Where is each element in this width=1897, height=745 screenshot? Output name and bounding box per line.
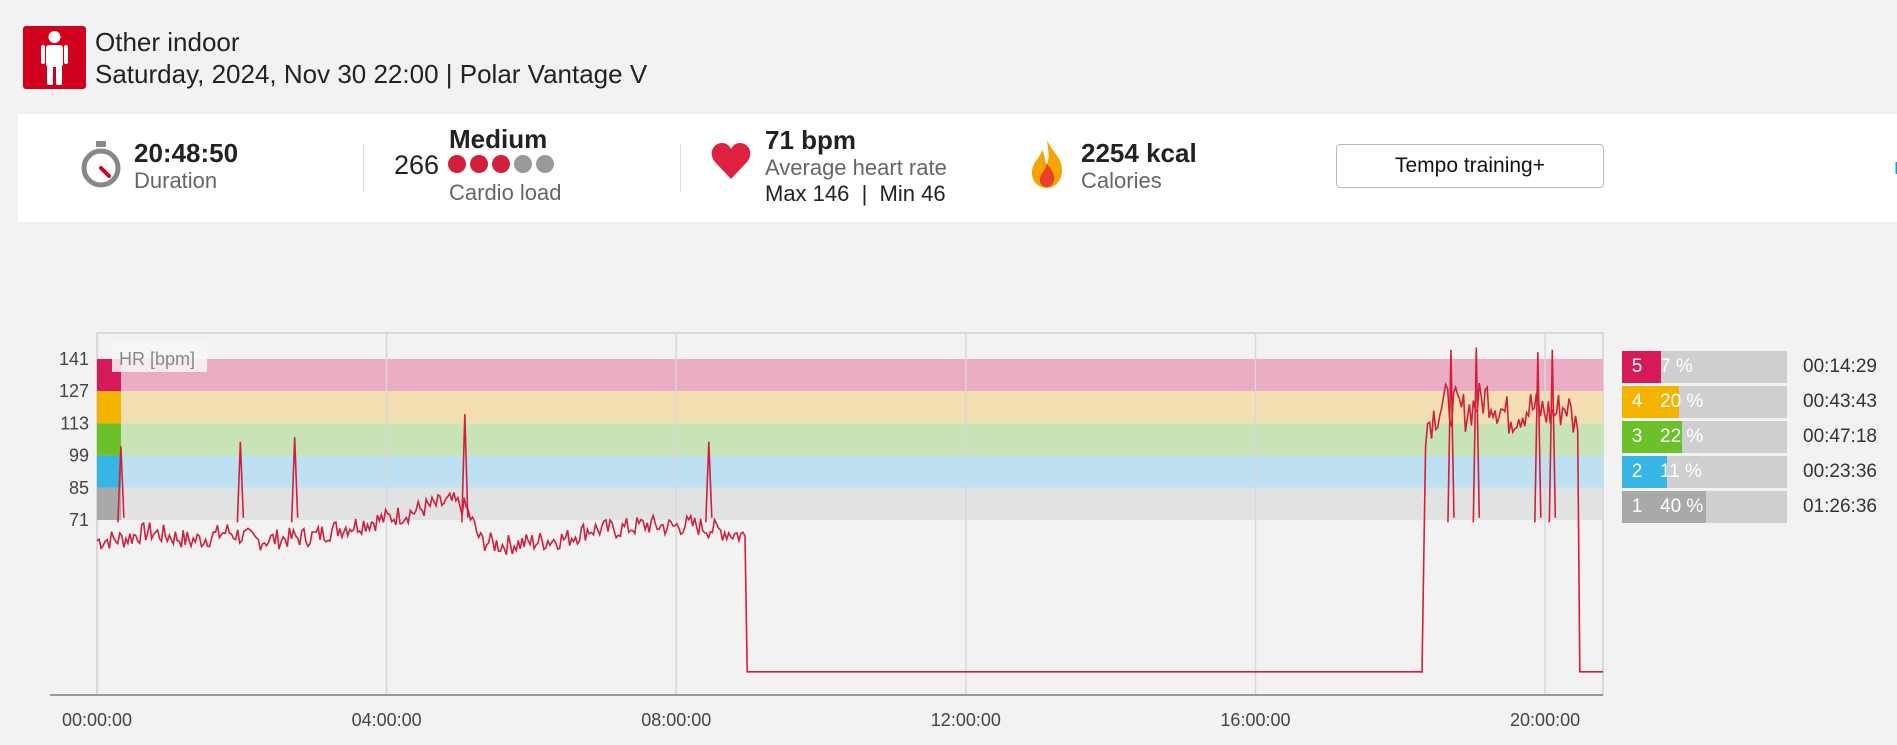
load-dot-filled [492, 155, 510, 173]
x-tick-label: 04:00:00 [352, 710, 422, 730]
cardio-load-level: Medium [449, 124, 548, 154]
zone-band-2 [97, 455, 1603, 488]
cardio-load-dots [448, 155, 558, 173]
zone-band-1 [97, 487, 1603, 520]
zone-time: 01:26:36 [1803, 496, 1877, 517]
zone-marker-2 [97, 455, 121, 488]
hr-spike [1472, 347, 1481, 523]
calories-value: 2254 kcal [1081, 138, 1197, 168]
load-dot-empty [536, 155, 554, 173]
zone-band-4 [97, 391, 1603, 424]
y-tick-label: 127 [59, 381, 89, 401]
avg-hr-value: 71 bpm [765, 125, 857, 155]
divider [680, 144, 681, 192]
zone-percent: 11 % [1660, 461, 1702, 482]
zone-band-5 [97, 359, 1603, 392]
zone-percent: 40 % [1660, 496, 1704, 517]
hr-spike [1548, 349, 1557, 523]
cardio-load-score: 266 [394, 150, 440, 180]
y-tick-label: 71 [69, 510, 89, 530]
avg-hr-label: Average heart rate [765, 155, 947, 180]
y-tick-label: 85 [69, 478, 89, 498]
hr-spike [1447, 349, 1455, 523]
divider [363, 144, 364, 192]
y-tick-label: 99 [69, 446, 89, 466]
zone-percent-bar [1652, 456, 1667, 488]
y-tick-label: 113 [60, 413, 89, 433]
zone-marker-3 [97, 423, 121, 456]
zone-time: 00:23:36 [1803, 461, 1877, 482]
sport-icon [23, 26, 86, 89]
stopwatch-icon [81, 141, 121, 188]
more-link[interactable]: m [1894, 154, 1897, 180]
zone-percent-bar [1652, 386, 1679, 418]
x-tick-label: 16:00:00 [1220, 710, 1290, 730]
zone-percent-bar [1652, 421, 1682, 453]
zone-row-3: 3 22 % [1622, 421, 1787, 453]
zone-row-2: 2 11 % [1622, 456, 1787, 488]
zone-percent-bar [1652, 351, 1662, 383]
zone-number: 4 [1622, 386, 1652, 418]
hr-spike [290, 437, 299, 523]
x-tick-label: 08:00:00 [641, 710, 711, 730]
y-tick-label: 141 [59, 349, 89, 369]
load-dot-empty [514, 155, 532, 173]
zone-number: 5 [1622, 351, 1652, 383]
heart-icon [711, 143, 751, 179]
calories-label: Calories [1081, 168, 1162, 193]
hr-line [96, 381, 1603, 673]
zone-row-1: 1 40 % [1622, 491, 1787, 523]
series-label: HR [bpm] [119, 349, 195, 369]
session-datetime: Saturday, 2024, Nov 30 22:00 | Polar Van… [95, 59, 648, 89]
session-title: Other indoor [95, 27, 240, 57]
zone-band-3 [97, 423, 1603, 456]
load-dot-filled [470, 155, 488, 173]
zone-time: 00:14:29 [1803, 356, 1877, 377]
zone-marker-1 [97, 487, 121, 520]
zone-number: 3 [1622, 421, 1652, 453]
tempo-training-button[interactable]: Tempo training+ [1336, 144, 1604, 188]
duration-value: 20:48:50 [134, 138, 239, 168]
series-label-bg [112, 342, 207, 372]
cardio-load-label: Cardio load [449, 180, 562, 205]
zone-time: 00:47:18 [1803, 426, 1877, 447]
summary-panel: 20:48:50 Duration 266 Medium Cardio load… [18, 114, 1897, 222]
hr-spike [117, 446, 125, 523]
zone-row-4: 4 20 % [1622, 386, 1787, 418]
zone-percent: 20 % [1660, 391, 1704, 412]
duration-label: Duration [134, 168, 218, 193]
hr-spike [236, 441, 245, 523]
hr-spike [705, 441, 713, 523]
person-standing-icon [41, 31, 68, 85]
x-tick-label: 20:00:00 [1510, 710, 1580, 730]
zone-percent: 22 % [1660, 426, 1704, 447]
zone-percent: 7 % [1660, 356, 1693, 377]
x-tick-label: 12:00:00 [931, 710, 1001, 730]
hr-max-min: Max 146 | Min 46 [765, 181, 946, 206]
zone-number: 1 [1622, 491, 1652, 523]
zone-number: 2 [1622, 456, 1652, 488]
zone-time: 00:43:43 [1803, 391, 1877, 412]
zone-percent-bar [1652, 491, 1706, 523]
zone-row-5: 5 7 % [1622, 351, 1787, 383]
x-tick-label: 00:00:00 [62, 710, 132, 730]
flame-icon [1031, 140, 1063, 188]
hr-spike [1534, 352, 1542, 523]
zone-marker-4 [97, 391, 121, 424]
load-dot-filled [448, 155, 466, 173]
hr-spike [461, 414, 469, 523]
